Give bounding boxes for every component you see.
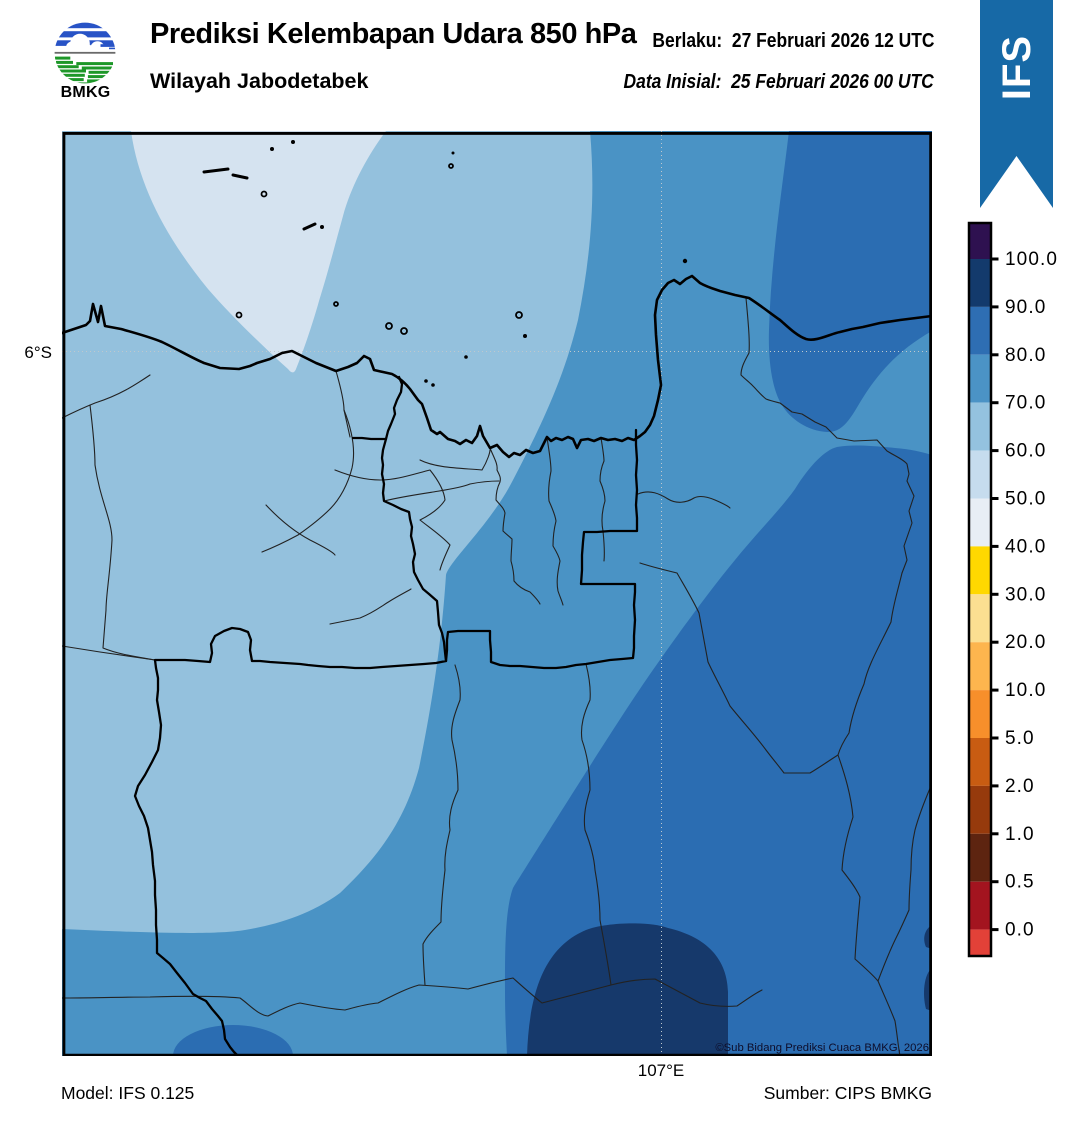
svg-text:90.0: 90.0 [1005,297,1046,318]
svg-text:50.0: 50.0 [1005,489,1046,510]
svg-text:80.0: 80.0 [1005,345,1046,366]
svg-text:5.0: 5.0 [1005,728,1035,749]
svg-text:60.0: 60.0 [1005,441,1046,462]
svg-text:IFS: IFS [995,35,1039,100]
svg-text:100.0: 100.0 [1005,249,1058,270]
svg-text:1.0: 1.0 [1005,824,1035,845]
svg-text:10.0: 10.0 [1005,680,1046,701]
svg-text:40.0: 40.0 [1005,536,1046,557]
svg-text:20.0: 20.0 [1005,632,1046,653]
svg-text:0.0: 0.0 [1005,920,1035,941]
svg-text:2.0: 2.0 [1005,776,1035,797]
svg-text:©Sub Bidang Prediksi Cuaca BMK: ©Sub Bidang Prediksi Cuaca BMKG, 2026 [715,1042,929,1054]
svg-text:30.0: 30.0 [1005,584,1046,605]
svg-text:70.0: 70.0 [1005,393,1046,414]
svg-text:0.5: 0.5 [1005,872,1035,893]
